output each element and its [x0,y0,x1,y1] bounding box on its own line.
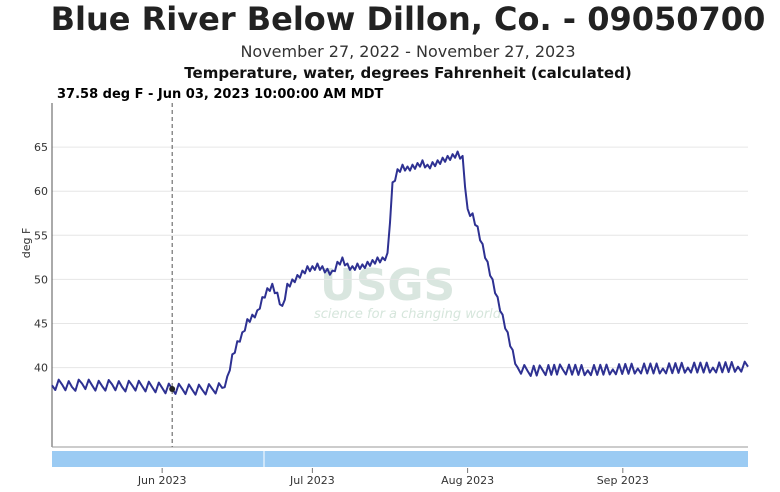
hover-tooltip-text: 37.58 deg F - Jun 03, 2023 10:00:00 AM M… [57,87,384,102]
y-tick-label: 40 [34,362,48,375]
y-tick-label: 55 [34,229,48,242]
chart-date-range: November 27, 2022 - November 27, 2023 [240,42,575,61]
x-tick-label: Sep 2023 [597,474,649,487]
hover-point-marker [169,385,176,392]
parameter-name: Temperature, water, degrees Fahrenheit (… [184,64,631,82]
series-line [51,150,749,396]
y-axis-ticks: 40 45 50 55 60 65 [34,141,48,375]
grid-lines [52,146,748,369]
time-brush-track[interactable] [52,451,748,467]
y-tick-label: 50 [34,273,48,286]
x-tick-label: Jun 2023 [137,474,187,487]
y-tick-label: 65 [34,141,48,154]
chart-title: Blue River Below Dillon, Co. - 09050700 [51,0,766,38]
x-tick-label: Aug 2023 [441,474,494,487]
x-axis-ticks: Jun 2023 Jul 2023 Aug 2023 Sep 2023 [137,468,649,487]
usgs-watermark-logo: USGS [320,260,455,311]
usgs-watermark-tagline: science for a changing world [314,307,502,322]
y-axis-label: deg F [20,228,33,259]
y-tick-label: 45 [34,318,48,331]
x-tick-label: Jul 2023 [289,474,335,487]
y-tick-label: 60 [34,185,48,198]
usgs-watermark: USGS science for a changing world [314,260,502,322]
